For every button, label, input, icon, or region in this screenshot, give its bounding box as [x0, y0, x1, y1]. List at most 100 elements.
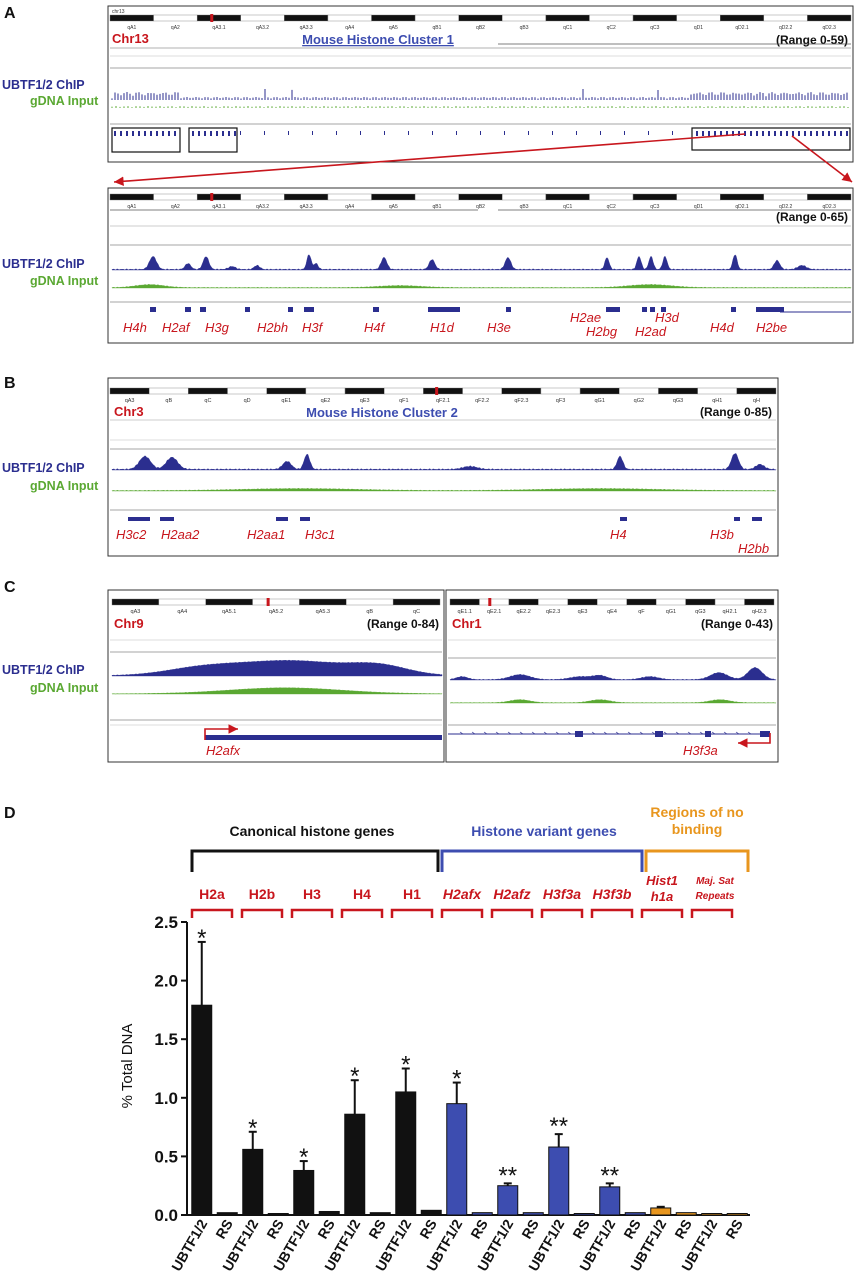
- band-label: qC3: [650, 204, 659, 210]
- gene-bracket: [190, 908, 234, 918]
- x-tick-label: RS: [518, 1217, 542, 1242]
- gene-block: [528, 131, 529, 135]
- ideogram-band: [502, 14, 547, 22]
- gene-group-label: H3f3b: [593, 886, 632, 902]
- strand-tick: [699, 731, 704, 735]
- gene-block: [620, 517, 627, 521]
- ideogram-band: [240, 193, 285, 201]
- gene-brackets: H2a H2b H3 H4 H1 H2afx H2afz H3f3a H3f3b Hist1h1a…: [190, 873, 735, 918]
- highlight-box: [691, 127, 851, 151]
- chromosome-ideogram: qA3 qA4 qA5.1 qA5.2 qA5.3 qB qC: [111, 598, 441, 615]
- gene-block: [480, 131, 481, 135]
- band-label: qE2.3: [546, 609, 560, 615]
- gene-block: [731, 307, 736, 312]
- ideogram-band: [266, 387, 307, 395]
- band-label: qB3: [520, 204, 529, 210]
- y-axis-label: % Total DNA: [119, 1024, 136, 1109]
- band-label: qC: [204, 398, 211, 404]
- band-label: qD: [244, 398, 251, 404]
- band-label: qH1: [712, 398, 722, 404]
- highlight-box: [188, 127, 238, 153]
- gene-label: H4h: [123, 320, 147, 335]
- bar: [318, 1210, 340, 1216]
- band-label: qE3: [360, 398, 370, 404]
- ideogram-band: [344, 387, 385, 395]
- gene-block: [128, 517, 150, 521]
- gene-block: [672, 131, 673, 135]
- ideogram-band: [807, 193, 852, 201]
- strand-tick: [675, 731, 680, 735]
- gene-block: [160, 517, 174, 521]
- ideogram-band: [655, 598, 686, 606]
- panel-c-right: qE1.1 qE2.1 qE2.2 qE2.3 qE3 qE4 qF qG1 qG3 qH2.1 q…: [445, 589, 779, 763]
- ideogram-band: [346, 598, 394, 606]
- gene-block: [786, 131, 788, 136]
- bar: [242, 1148, 264, 1216]
- gene-track: H3c2 H2aa2 H2aa1 H3c1 H4 H3b H2bb: [116, 517, 769, 556]
- ideogram-band: [632, 193, 677, 201]
- gene-block: [234, 131, 236, 136]
- strand-tick: [459, 731, 464, 735]
- band-label: qB2: [476, 25, 485, 31]
- gene-block: [708, 131, 710, 136]
- ideogram-band: [284, 14, 329, 22]
- input-track: [111, 284, 852, 289]
- ideogram-tag: chr13: [112, 9, 125, 15]
- ideogram-band: [109, 193, 154, 201]
- ideogram-band: [744, 598, 775, 606]
- x-tick-label: RS: [722, 1217, 746, 1242]
- gene-label: H3b: [710, 527, 734, 542]
- ideogram-band: [763, 14, 808, 22]
- chip-label: UBTF1/2 ChIP: [2, 461, 85, 475]
- ideogram-band: [458, 14, 503, 22]
- strand-tick: [687, 731, 692, 735]
- gene-block: [288, 131, 289, 135]
- bar-chart: 0.00.51.01.52.02.5*UBTF1/2 RS*UBTF1/2 RS*U…: [154, 913, 750, 1274]
- band-label: qA1: [127, 204, 136, 210]
- signal-area: [449, 666, 777, 681]
- band-label: qC1: [563, 204, 572, 210]
- ideogram-band: [736, 387, 777, 395]
- band-label: qG1: [666, 609, 676, 615]
- gene-block: [336, 131, 337, 135]
- gene-block: [810, 131, 812, 136]
- ideogram-band: [685, 598, 716, 606]
- ideogram-band: [545, 14, 590, 22]
- chip-track: [111, 254, 852, 271]
- gene-label: H3d: [655, 310, 680, 325]
- ideogram-band: [540, 387, 581, 395]
- gene-block: [506, 307, 511, 312]
- strand-tick: [711, 731, 716, 735]
- bar: [420, 1209, 442, 1216]
- group-header-canonical: Canonical histone genes: [230, 823, 395, 839]
- ideogram-band: [508, 598, 539, 606]
- gene-label: H2ae: [570, 310, 601, 325]
- position-marker: [210, 14, 214, 22]
- gene-block: [114, 131, 116, 136]
- band-label: qA2: [171, 204, 180, 210]
- gene-label: H2bg: [586, 324, 618, 339]
- strand-tick: [603, 731, 608, 735]
- chromosome-ideogram: qE1.1 qE2.1 qE2.2 qE2.3 qE3 qE4 qF qG1 qG3 qH2.1 q…: [449, 598, 775, 615]
- band-label: qD2.3: [823, 25, 837, 31]
- gene-label: H3c1: [305, 527, 335, 542]
- band-label: qD2.2: [779, 204, 793, 210]
- ideogram-band: [240, 14, 285, 22]
- signal-area: [111, 659, 443, 677]
- chromosome-ideogram: qA1 qA2 qA3.1 qA3.2 qA3.3 qA4 qA5 qB1 qB2 qB3 qC1 q…: [109, 14, 852, 31]
- gene-group-label: H2b: [249, 886, 275, 902]
- zoom-arrow: [113, 133, 746, 187]
- band-label: qH2.3: [752, 609, 767, 615]
- band-label: qC2: [607, 204, 616, 210]
- ideogram-band: [658, 387, 698, 395]
- ideogram-band: [196, 193, 241, 201]
- gene-bracket: [240, 908, 284, 918]
- band-label: qE4: [607, 609, 617, 615]
- strand-tick: [471, 731, 476, 735]
- chromosome-label: Chr9: [114, 616, 144, 631]
- gene-label: H3f3a: [683, 743, 718, 758]
- ideogram-band: [479, 598, 510, 606]
- ideogram-band: [676, 193, 721, 201]
- gene-block: [780, 131, 782, 136]
- tss-arrow: [738, 733, 771, 748]
